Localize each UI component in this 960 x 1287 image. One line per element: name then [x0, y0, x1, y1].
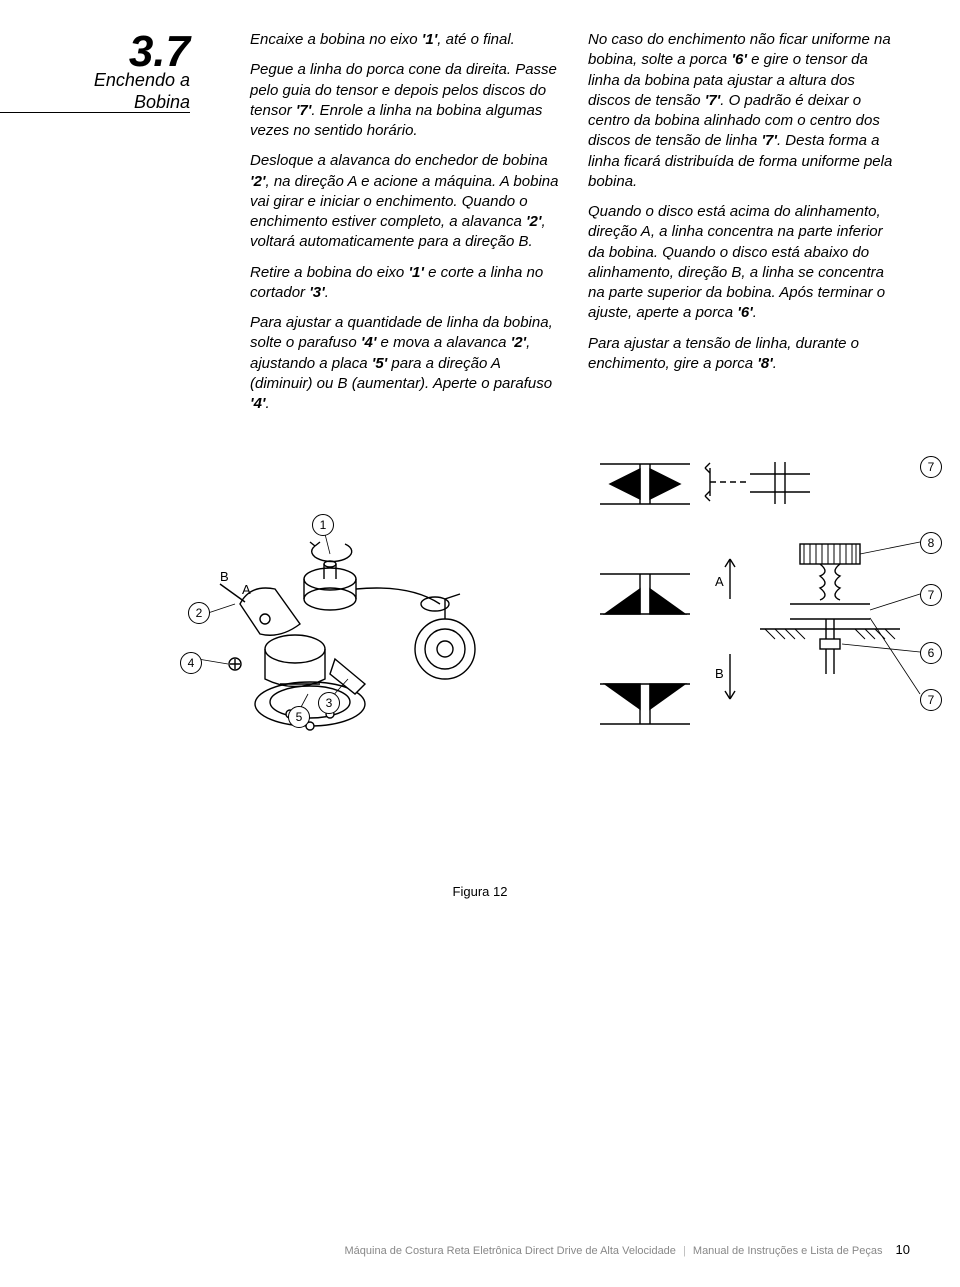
footer-doc: Manual de Instruções e Lista de Peças: [693, 1245, 883, 1257]
figure-area: 2 4 1 3 5 A B: [50, 454, 910, 794]
ref: '4': [250, 395, 265, 412]
text: e mova a alavanca: [376, 334, 510, 351]
column-left: Encaixe a bobina no eixo '1', até o fina…: [250, 30, 560, 424]
para: No caso do enchimento não ficar uniforme…: [588, 30, 898, 192]
ref: '1': [422, 31, 437, 48]
text: Desloque a alavanca do enchedor de bobin…: [250, 152, 548, 169]
bobbin-winder-svg: [180, 484, 520, 764]
ref: '1': [408, 264, 423, 281]
diagram-bobbin-winder: 2 4 1 3 5 A B: [180, 484, 520, 764]
figure-caption: Figura 12: [50, 884, 910, 899]
ref: '7': [705, 92, 720, 109]
ref: '7': [296, 102, 311, 119]
text: .: [265, 395, 269, 412]
ref: '8': [757, 355, 772, 372]
para: Pegue a linha do porca cone da direita. …: [250, 60, 560, 141]
body-columns: Encaixe a bobina no eixo '1', até o fina…: [250, 30, 898, 424]
text: , na direção A e acione a máquina. A bob…: [250, 173, 558, 231]
ref: '2': [250, 173, 265, 190]
ref: '6': [737, 304, 752, 321]
footer-product: Máquina de Costura Reta Eletrônica Direc…: [345, 1245, 676, 1257]
footer-sep: |: [683, 1245, 686, 1257]
para: Encaixe a bobina no eixo '1', até o fina…: [250, 30, 560, 50]
text: Para ajustar a tensão de linha, durante …: [588, 335, 859, 372]
text: .: [753, 304, 757, 321]
label-B-right: B: [715, 666, 724, 681]
section-heading: 3.7 Enchendo a Bobina: [50, 30, 210, 113]
text: Retire a bobina do eixo: [250, 264, 408, 281]
page-footer: Máquina de Costura Reta Eletrônica Direc…: [0, 1242, 960, 1257]
ref: '6': [731, 51, 746, 68]
label-A: A: [242, 582, 251, 597]
ref: '2': [511, 334, 526, 351]
ref: '2': [526, 213, 541, 230]
text: , até o final.: [437, 31, 515, 48]
section-number: 3.7: [70, 30, 210, 74]
text: Encaixe a bobina no eixo: [250, 31, 422, 48]
para: Retire a bobina do eixo '1' e corte a li…: [250, 263, 560, 304]
tension-svg: [570, 454, 950, 764]
para: Para ajustar a tensão de linha, durante …: [588, 334, 898, 375]
ref: '3': [309, 284, 324, 301]
ref: '4': [361, 334, 376, 351]
ref: '7': [761, 132, 776, 149]
ref: '5': [372, 355, 387, 372]
para: Para ajustar a quantidade de linha da bo…: [250, 313, 560, 414]
page-number: 10: [896, 1242, 910, 1257]
section-title: Enchendo a Bobina: [70, 70, 210, 113]
para: Desloque a alavanca do enchedor de bobin…: [250, 151, 560, 252]
para: Quando o disco está acima do alinhamento…: [588, 202, 898, 324]
diagram-tension-align: 7 8 7 6 7 A B: [570, 454, 950, 764]
title-rule: [0, 112, 190, 113]
text: .: [325, 284, 329, 301]
label-B: B: [220, 569, 229, 584]
column-right: No caso do enchimento não ficar uniforme…: [588, 30, 898, 424]
text: .: [773, 355, 777, 372]
label-A-right: A: [715, 574, 724, 589]
